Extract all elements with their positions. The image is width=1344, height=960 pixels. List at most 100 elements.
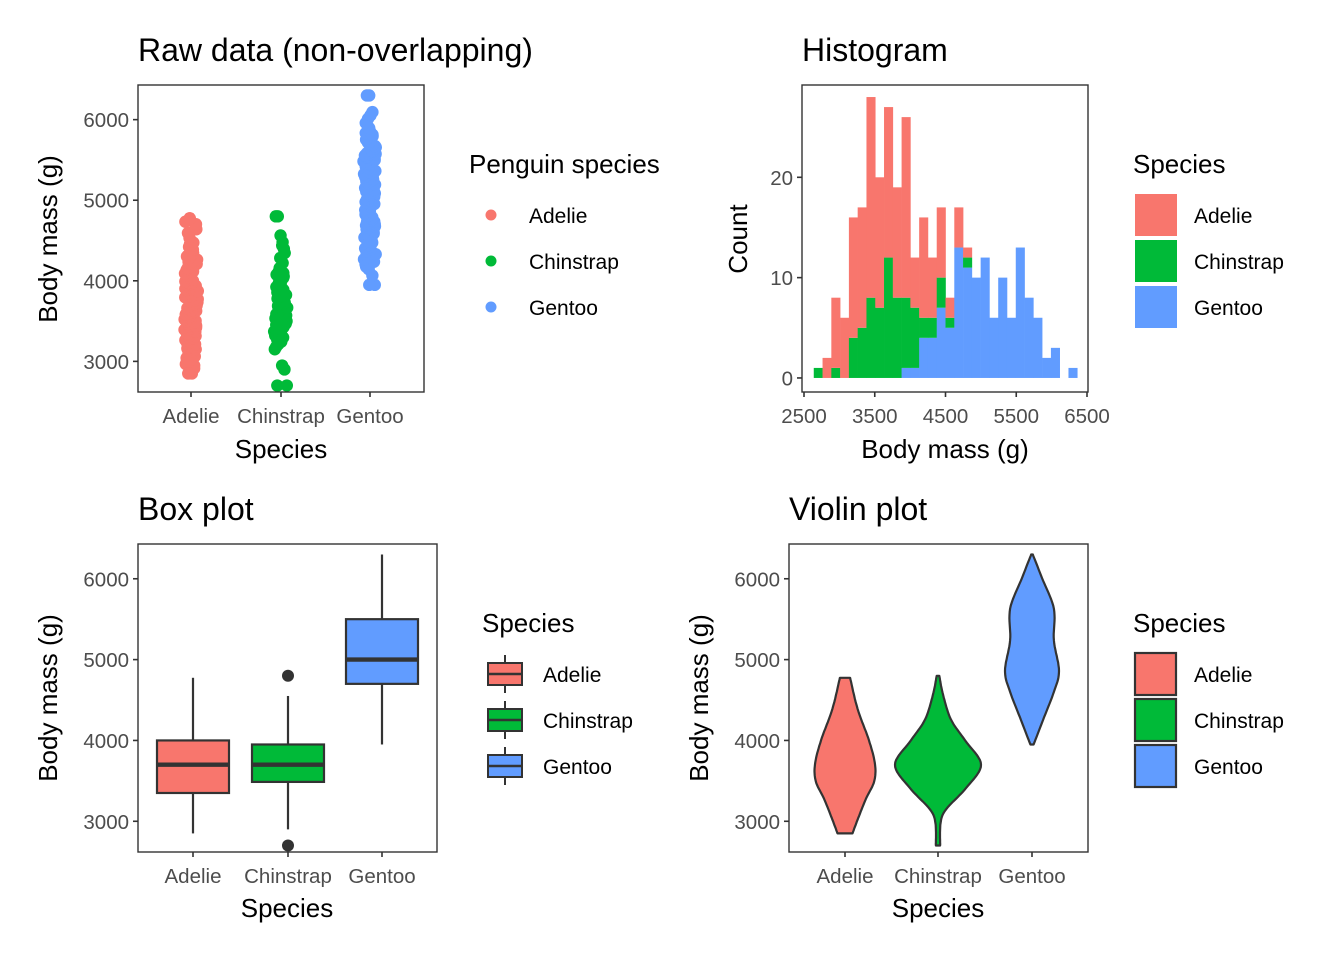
data-point-gentoo — [360, 89, 374, 102]
x-axis: 2500 3500 4500 5500 6500 — [781, 392, 1110, 428]
y-tick-label: 4000 — [83, 730, 129, 753]
y-tick-label: 5000 — [734, 649, 780, 672]
histogram-bar-gentoo — [910, 367, 920, 378]
chart-title: Box plot — [138, 491, 254, 527]
data-point-chinstrap — [278, 363, 291, 376]
legend-label: Chinstrap — [543, 710, 633, 733]
histogram-bar-chinstrap — [866, 297, 876, 378]
histogram-bar-adelie — [831, 297, 841, 368]
legend-key-chinstrap — [1135, 240, 1177, 282]
chart-title: Histogram — [802, 32, 948, 68]
y-tick-label: 3000 — [83, 811, 129, 834]
box-plot-chart: Box plot 3000 4000 5000 6000 Adelie Chinstra… — [33, 491, 633, 923]
x-tick-label: 2500 — [781, 405, 827, 428]
histogram-bar-adelie — [822, 357, 832, 378]
histogram-bar-adelie — [840, 317, 850, 378]
legend-key-gentoo — [1133, 743, 1178, 789]
x-tick-label: 5500 — [993, 405, 1039, 428]
violin-gentoo — [1003, 553, 1061, 746]
histogram-bar-gentoo — [1015, 247, 1025, 378]
histogram-bar-chinstrap — [892, 297, 902, 378]
legend-key-adelie — [1135, 194, 1177, 236]
chart-title: Raw data (non-overlapping) — [138, 32, 533, 68]
legend-key-chinstrap — [1133, 697, 1178, 743]
violin-chinstrap — [893, 674, 983, 847]
y-axis-title: Count — [723, 204, 753, 274]
histogram-bar-adelie — [927, 257, 938, 318]
histogram-bar-adelie — [884, 107, 894, 258]
x-axis: Adelie Chinstrap Gentoo — [817, 852, 1066, 888]
y-axis: 3000 4000 5000 6000 — [734, 568, 789, 834]
x-tick-label: 6500 — [1064, 405, 1110, 428]
histogram-bar-chinstrap — [901, 297, 911, 368]
raw-points — [178, 89, 383, 392]
data-point-gentoo — [363, 278, 376, 292]
histogram-bar-gentoo — [1006, 317, 1017, 378]
legend-title: Species — [482, 608, 575, 638]
chart-title: Violin plot — [789, 491, 927, 527]
histogram-bar-adelie — [910, 257, 920, 308]
raw-data-chart: Raw data (non-overlapping) 3000 4000 5000 6… — [33, 32, 660, 464]
x-axis-title: Body mass (g) — [861, 434, 1029, 464]
legend-label: Adelie — [1194, 664, 1252, 687]
data-point-gentoo — [366, 105, 379, 119]
x-axis-title: Species — [241, 893, 334, 923]
histogram-bar-chinstrap — [813, 367, 823, 378]
legend-title: Species — [1133, 149, 1226, 179]
legend-label: Gentoo — [1194, 756, 1263, 779]
data-point-chinstrap — [274, 229, 287, 242]
legend-title: Species — [1133, 608, 1226, 638]
legend-key-gentoo — [1135, 286, 1177, 328]
histogram-chart: Histogram 0 10 20 2500 3500 4500 5500 6500 Bod… — [723, 32, 1284, 464]
histogram-bar-chinstrap — [884, 257, 894, 378]
y-axis-title: Body mass (g) — [33, 614, 63, 782]
histogram-bar-chinstrap — [936, 277, 946, 308]
y-tick-label: 10 — [770, 267, 793, 290]
x-tick-label: Gentoo — [336, 405, 403, 428]
histogram-bar-gentoo — [919, 337, 929, 378]
legend-title: Penguin species — [469, 149, 660, 179]
histogram-bar-gentoo — [945, 327, 955, 378]
x-tick-label: Adelie — [165, 865, 222, 888]
y-tick-label: 20 — [770, 167, 793, 190]
y-tick-label: 6000 — [734, 568, 780, 591]
histogram-bar-gentoo — [963, 267, 973, 378]
data-point-adelie — [182, 367, 195, 380]
outlier-point — [282, 669, 294, 682]
y-tick-label: 3000 — [83, 351, 129, 374]
legend-key-adelie — [1133, 651, 1178, 697]
data-point-adelie — [183, 212, 197, 225]
violin-marks — [813, 553, 1061, 847]
histogram-bar-gentoo — [954, 247, 964, 378]
histogram-bar-adelie — [866, 97, 876, 298]
histogram-bar-gentoo — [1042, 357, 1052, 378]
data-point-chinstrap — [271, 210, 285, 223]
violin-plot-chart: Violin plot 3000 4000 5000 6000 Adelie Chins… — [684, 491, 1284, 923]
x-tick-label: Chinstrap — [237, 405, 325, 428]
histogram-bar-chinstrap — [927, 317, 938, 338]
histogram-bar-gentoo — [980, 257, 990, 378]
legend-label: Adelie — [1194, 205, 1252, 228]
x-axis-title: Species — [235, 434, 328, 464]
histogram-bar-adelie — [954, 207, 964, 248]
y-axis-title: Body mass (g) — [684, 614, 714, 782]
x-tick-label: Adelie — [817, 865, 874, 888]
histogram-bar-chinstrap — [857, 327, 867, 378]
legend-label: Chinstrap — [529, 251, 619, 274]
histogram-bars — [813, 97, 1078, 378]
y-tick-label: 6000 — [83, 109, 129, 132]
legend-key-adelie — [485, 209, 497, 221]
histogram-bar-gentoo — [1068, 367, 1078, 378]
outlier-point — [282, 839, 294, 852]
box-marks — [155, 554, 420, 852]
y-axis: 0 10 20 — [770, 167, 802, 390]
legend-label: Adelie — [543, 664, 601, 687]
violin-adelie — [813, 676, 877, 835]
x-tick-label: Chinstrap — [244, 865, 332, 888]
x-tick-label: 4500 — [923, 405, 969, 428]
histogram-bar-adelie — [919, 217, 929, 318]
histogram-bar-chinstrap — [831, 367, 841, 378]
histogram-bar-adelie — [892, 187, 902, 298]
histogram-bar-gentoo — [998, 277, 1008, 378]
